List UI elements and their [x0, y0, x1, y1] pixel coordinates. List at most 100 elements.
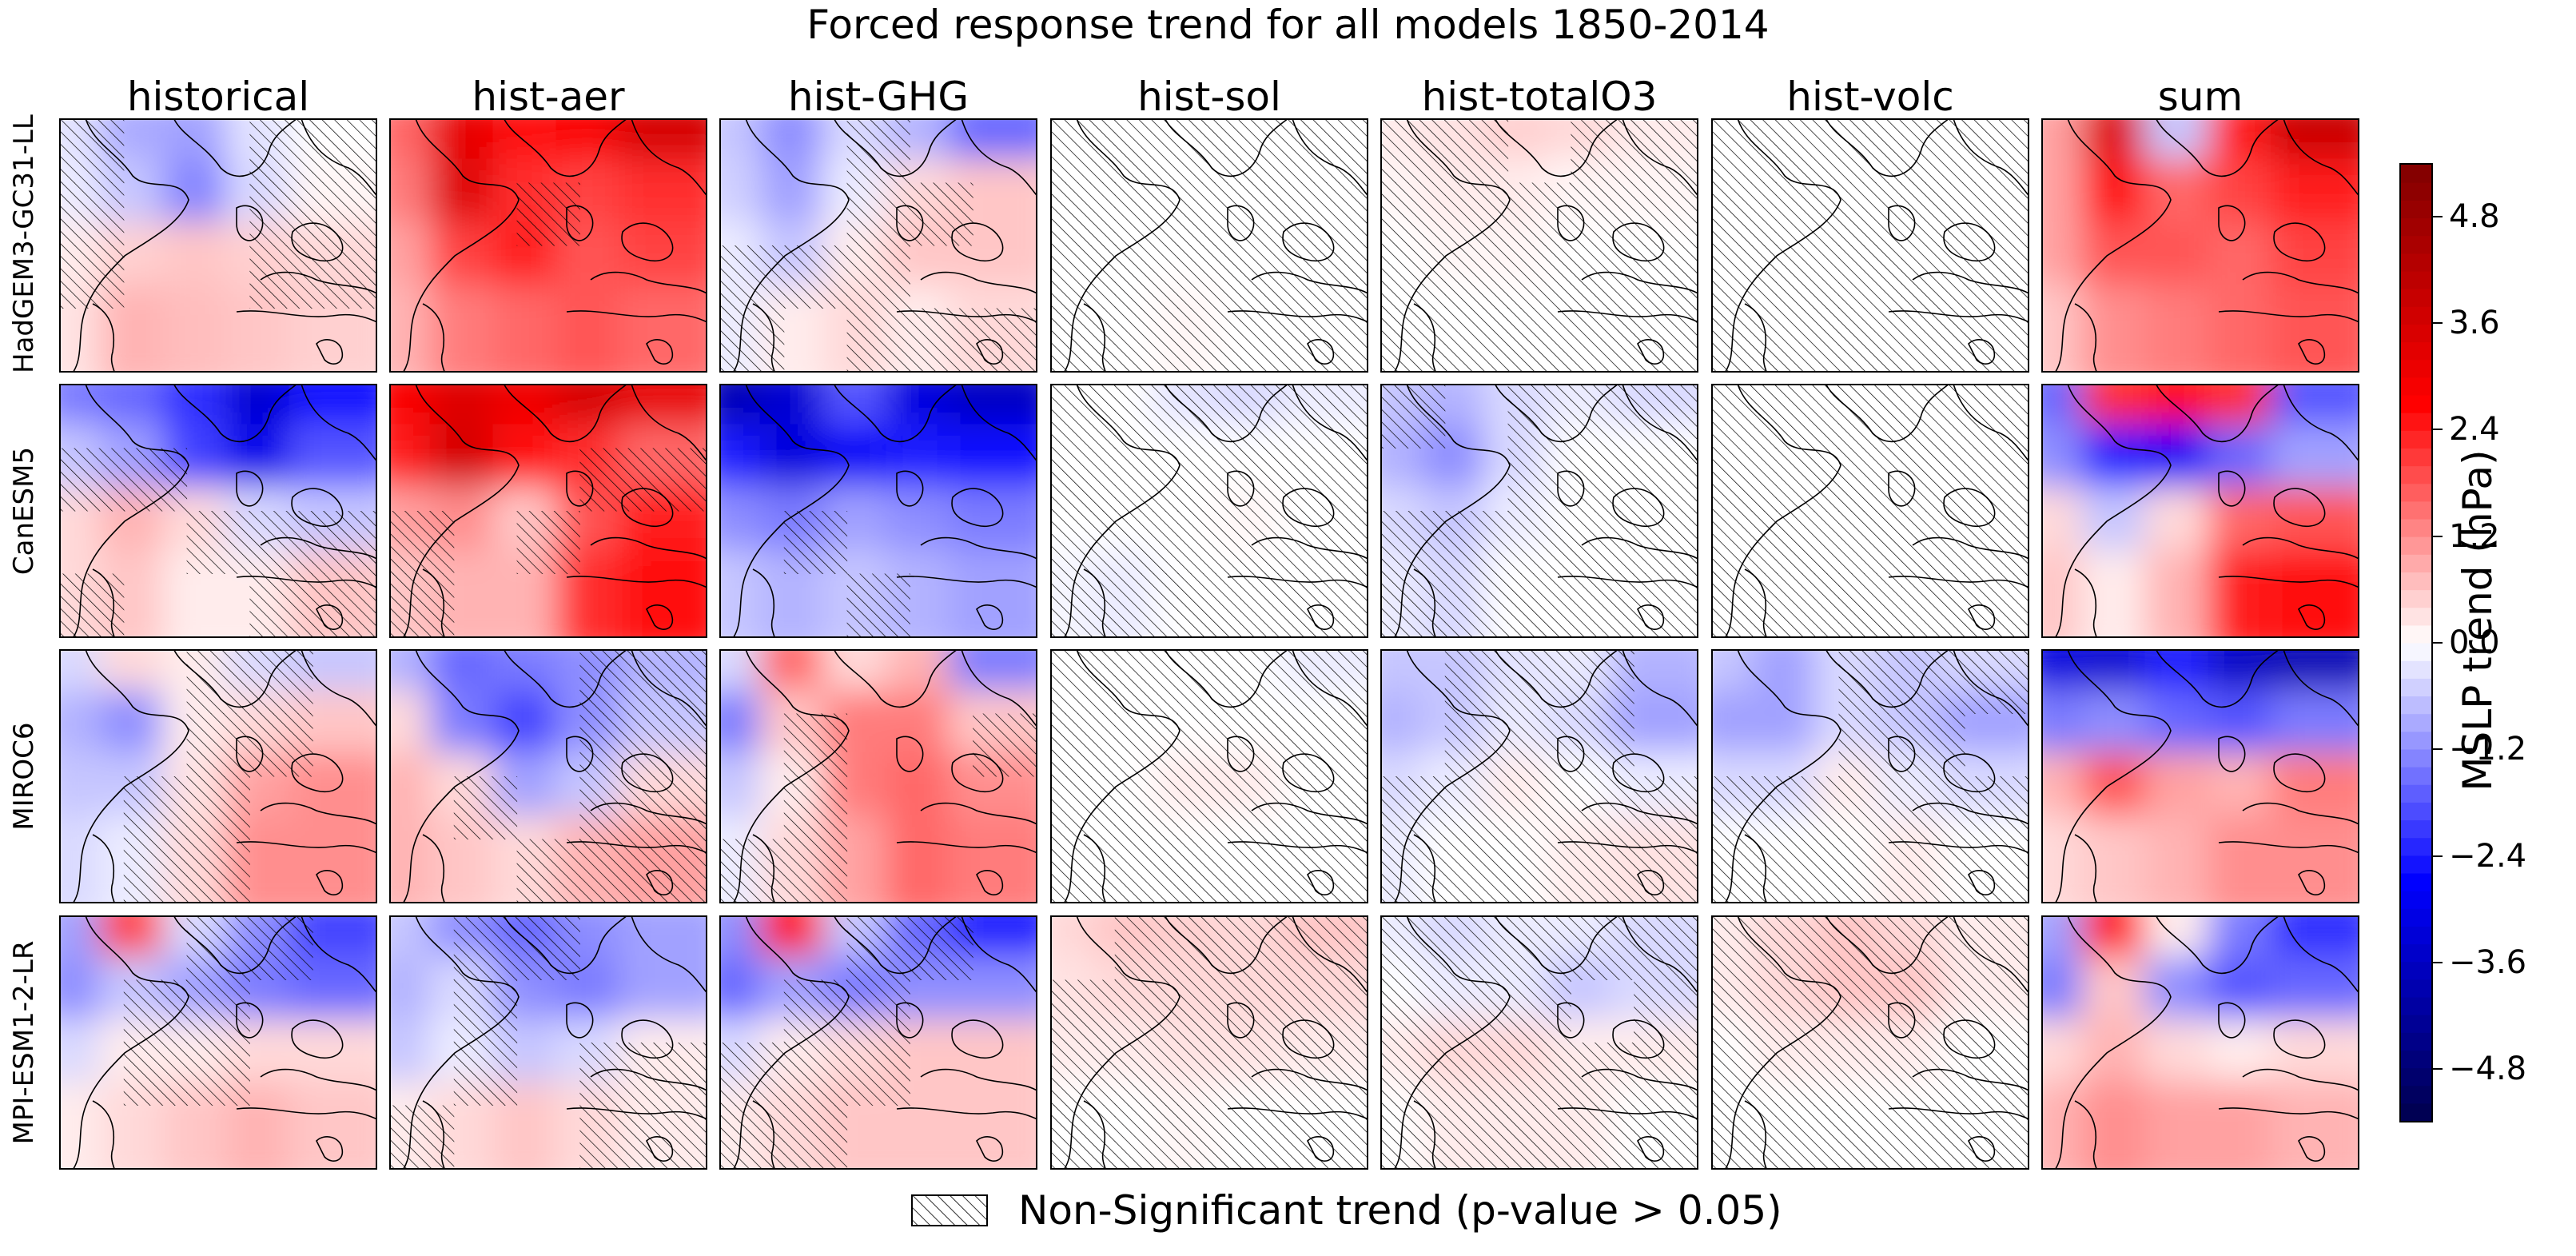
hatch-cell [1240, 120, 1304, 183]
hatch-cell [186, 776, 250, 839]
hatch-cell [846, 245, 910, 309]
colorbar-level [2401, 678, 2431, 697]
hatch-cell [1177, 776, 1241, 839]
hatch-cell [1634, 1043, 1697, 1106]
coastline [1825, 120, 1949, 177]
hatch-cell [1177, 917, 1241, 980]
map-panel [1711, 118, 2029, 373]
coastline [291, 753, 344, 792]
map-panel [2041, 649, 2359, 903]
coastline [752, 834, 775, 902]
coastline [1888, 470, 1916, 507]
colorbar-level [2401, 235, 2431, 254]
map-panel-plot [1382, 917, 1697, 1168]
hatch-cell [1775, 573, 1840, 636]
coastline [2273, 222, 2326, 261]
map-panel-plot [1052, 120, 1367, 371]
hatch-cell [1507, 1043, 1571, 1106]
coastline [1251, 536, 1367, 560]
row-label: CanESM5 [8, 446, 40, 576]
coastline [1251, 271, 1367, 294]
hatch-cell [249, 917, 313, 980]
hatch-cell [1634, 917, 1697, 980]
map-panel-plot [1382, 120, 1697, 371]
hatch-cell [1240, 182, 1304, 246]
coastline [590, 536, 706, 560]
hatch-cell [1713, 917, 1777, 980]
colorbar-level [2401, 500, 2431, 520]
hatch-cell [1052, 245, 1116, 309]
hatch-cell [1634, 979, 1697, 1043]
hatch-cell [1571, 182, 1634, 246]
non-significant-hatching [61, 120, 376, 309]
coastlines [403, 120, 706, 371]
coastline [752, 303, 775, 371]
hatch-cell [1114, 1105, 1179, 1168]
hatch-cell [1052, 1043, 1116, 1106]
trend-cell [2271, 1081, 2358, 1168]
colorbar-tick [2433, 1068, 2443, 1071]
hatch-cell [721, 245, 785, 309]
coastline [1581, 271, 1697, 294]
map-panel [1380, 915, 1698, 1170]
coastline [646, 1136, 674, 1162]
map-panel-plot [61, 917, 376, 1168]
hatch-cell [1114, 776, 1179, 839]
coastline [1953, 120, 2028, 196]
non-significant-hatching [1052, 651, 1367, 902]
hatch-cell [1052, 1105, 1116, 1168]
coastline [260, 802, 376, 825]
hatch-cell [579, 776, 643, 839]
coastline [1557, 470, 1585, 507]
hatch-cell [1114, 651, 1179, 714]
coastline [504, 385, 627, 443]
hatch-cell [1901, 448, 1965, 512]
hatch-cell [1177, 1043, 1241, 1106]
colorbar-tick-label: −2.4 [2449, 837, 2527, 875]
coastline [1912, 1068, 2028, 1091]
coastline [260, 1068, 376, 1091]
hatch-cell [313, 120, 376, 183]
map-panel-plot [391, 917, 706, 1168]
trend-cell [949, 815, 1036, 902]
coastline [1725, 385, 1841, 636]
hatch-cell [1240, 448, 1304, 512]
coastline [1165, 385, 1288, 443]
coastlines [1064, 917, 1367, 1168]
hatch-cell [579, 651, 643, 714]
coastline [976, 1136, 1004, 1162]
coastline [1912, 271, 2028, 294]
coastline [1292, 120, 1367, 196]
hatch-cell [1240, 917, 1304, 980]
coastline [236, 736, 264, 772]
coastline [896, 310, 1036, 323]
coastline [896, 470, 924, 507]
hatch-cell [1177, 245, 1241, 309]
colorbar-level [2401, 696, 2431, 715]
colorbar-level [2401, 394, 2431, 413]
hatch-cell [846, 917, 910, 980]
coastline [1557, 841, 1697, 854]
coastline [1912, 802, 2028, 825]
coastline [1227, 1002, 1255, 1039]
coastline [920, 271, 1036, 294]
map-panel-plot [1382, 651, 1697, 902]
coastline [1888, 310, 2028, 323]
coastline [291, 1019, 344, 1059]
hatch-cell [1304, 651, 1367, 714]
coastline [1953, 651, 2028, 727]
coastline [2273, 1019, 2326, 1059]
hatch-cell [1304, 385, 1367, 449]
coastline [92, 303, 115, 371]
colorbar-level [2401, 289, 2431, 307]
coastline [566, 205, 594, 241]
coastline [2218, 736, 2246, 772]
coastline [73, 120, 189, 371]
coastline [316, 1136, 344, 1162]
coastline [896, 736, 924, 772]
hatch-cell [391, 511, 455, 574]
hatch-cell [1838, 245, 1902, 309]
coastline [403, 651, 520, 902]
hatch-cell [1713, 839, 1777, 902]
map-panel-plot [2043, 120, 2358, 371]
